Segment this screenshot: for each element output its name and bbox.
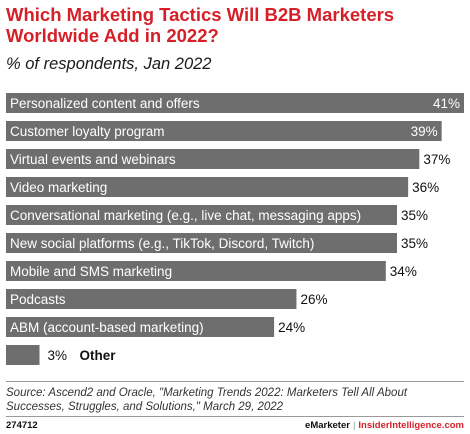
divider-top <box>6 381 464 382</box>
value-label: 24% <box>278 320 305 335</box>
category-label: Video marketing <box>10 180 107 195</box>
bar-chart: Personalized content and offers 41% Custom… <box>6 93 464 365</box>
brand-credit: eMarketer | InsiderIntelligence.com <box>305 420 464 431</box>
category-label: Personalized content and offers <box>10 96 200 111</box>
value-label: 36% <box>412 180 439 195</box>
category-label: New social platforms (e.g., TikTok, Disc… <box>10 236 314 251</box>
bar <box>6 289 297 309</box>
chart-id: 274712 <box>6 420 38 431</box>
value-label: 3% <box>48 348 68 363</box>
category-label: Customer loyalty program <box>10 124 165 139</box>
value-label: 26% <box>300 292 327 307</box>
bar <box>6 121 442 141</box>
source-note: Source: Ascend2 and Oracle, "Marketing T… <box>6 387 408 413</box>
chart-subtitle: % of respondents, Jan 2022 <box>6 55 212 73</box>
category-label: Podcasts <box>10 292 66 307</box>
bar <box>6 205 397 225</box>
chart-title: Which Marketing Tactics Will B2B Markete… <box>6 4 395 46</box>
bar <box>6 177 409 197</box>
value-label: 37% <box>423 152 450 167</box>
value-label: 35% <box>401 208 428 223</box>
value-label: 39% <box>411 124 438 139</box>
value-label: 35% <box>401 236 428 251</box>
value-label: 34% <box>390 264 417 279</box>
bar <box>6 317 275 337</box>
category-label: Virtual events and webinars <box>10 152 176 167</box>
value-label: 41% <box>433 96 460 111</box>
bar <box>6 149 420 169</box>
bar <box>6 345 40 365</box>
bar <box>6 93 464 113</box>
brand-separator: | <box>352 420 356 431</box>
bar <box>6 233 397 253</box>
divider-bottom <box>6 416 464 417</box>
category-label: Conversational marketing (e.g., live cha… <box>10 208 361 223</box>
brand-insider-intelligence: InsiderIntelligence.com <box>358 420 464 431</box>
bar <box>6 261 386 281</box>
category-label: Mobile and SMS marketing <box>10 264 172 279</box>
category-label: Other <box>80 348 117 363</box>
brand-emarketer: eMarketer <box>305 420 350 431</box>
category-label: ABM (account-based marketing) <box>10 320 204 335</box>
